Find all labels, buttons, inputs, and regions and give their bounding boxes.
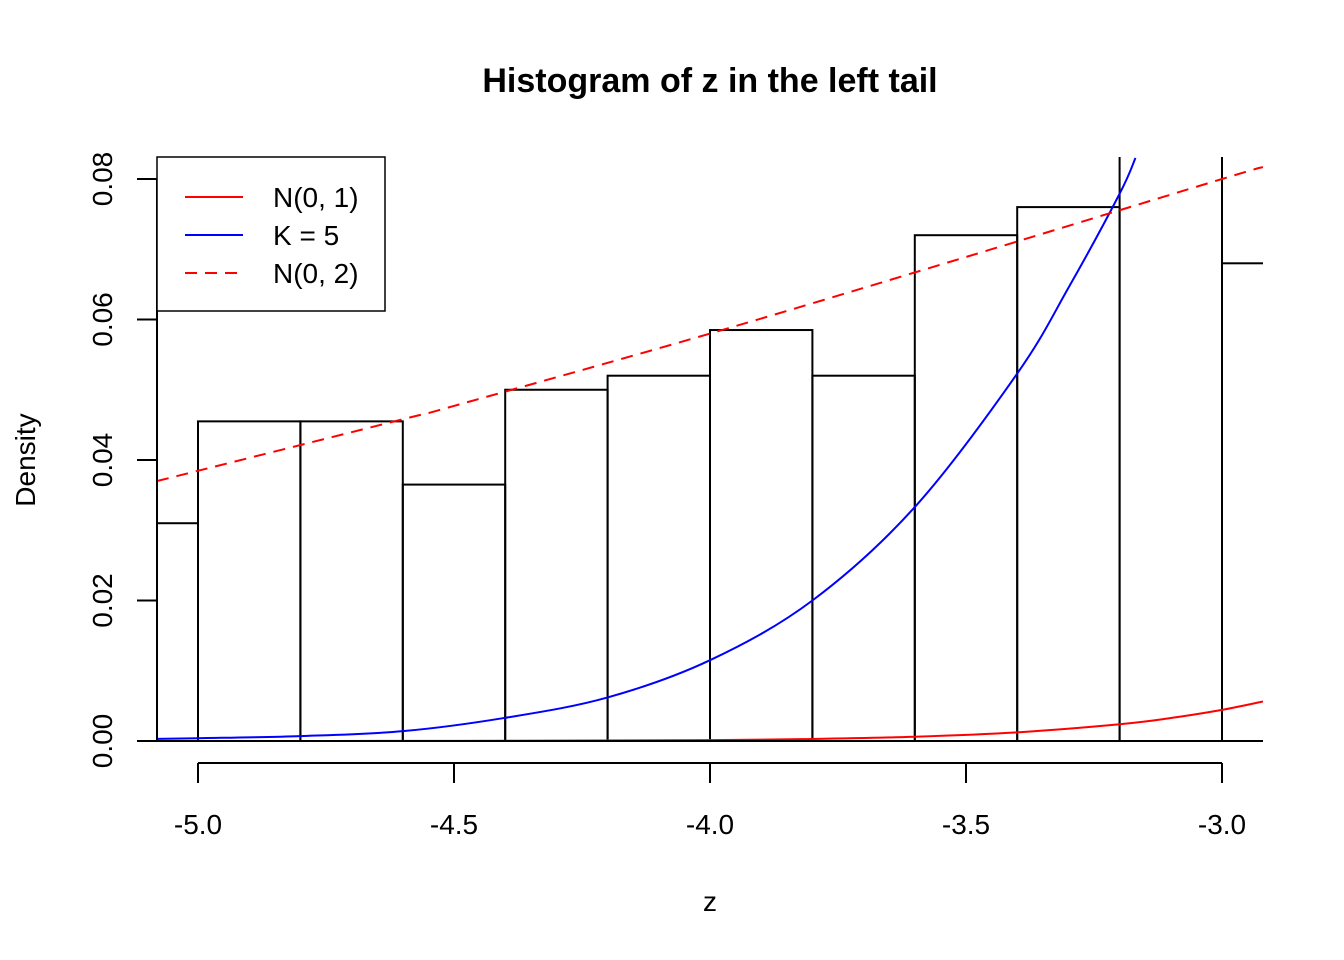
legend: N(0, 1) K = 5 N(0, 2) [156,156,386,312]
chart-title: Histogram of z in the left tail [482,62,937,100]
y-tick-label: 0.06 [87,292,118,347]
histogram-bar [1221,262,1263,742]
legend-label: N(0, 2) [273,258,359,289]
x-axis-label: z [703,886,717,917]
x-tick-label: -4.0 [686,809,734,840]
y-tick-label: 0.00 [87,714,118,769]
histogram-bar [157,522,199,742]
x-tick-label: -3.5 [942,809,990,840]
x-tick-label: -4.5 [430,809,478,840]
series-line-2 [157,166,1263,483]
x-tick-label: -5.0 [174,809,222,840]
y-tick-label: 0.04 [87,433,118,488]
histogram-bar [709,329,814,742]
histogram-bar [197,420,302,742]
y-tick-label: 0.02 [87,573,118,628]
histogram-bar [401,483,507,742]
legend-label: K = 5 [273,220,339,251]
histogram-bar [299,420,404,742]
series-line-1 [157,157,1137,740]
histogram-bar [606,374,711,742]
y-tick-label: 0.08 [87,152,118,207]
y-axis-label: Density [10,413,41,506]
histogram-bar [1118,157,1223,742]
legend-label: N(0, 1) [273,182,359,213]
histogram-bar [504,388,609,742]
x-tick-label: -3.0 [1198,809,1246,840]
